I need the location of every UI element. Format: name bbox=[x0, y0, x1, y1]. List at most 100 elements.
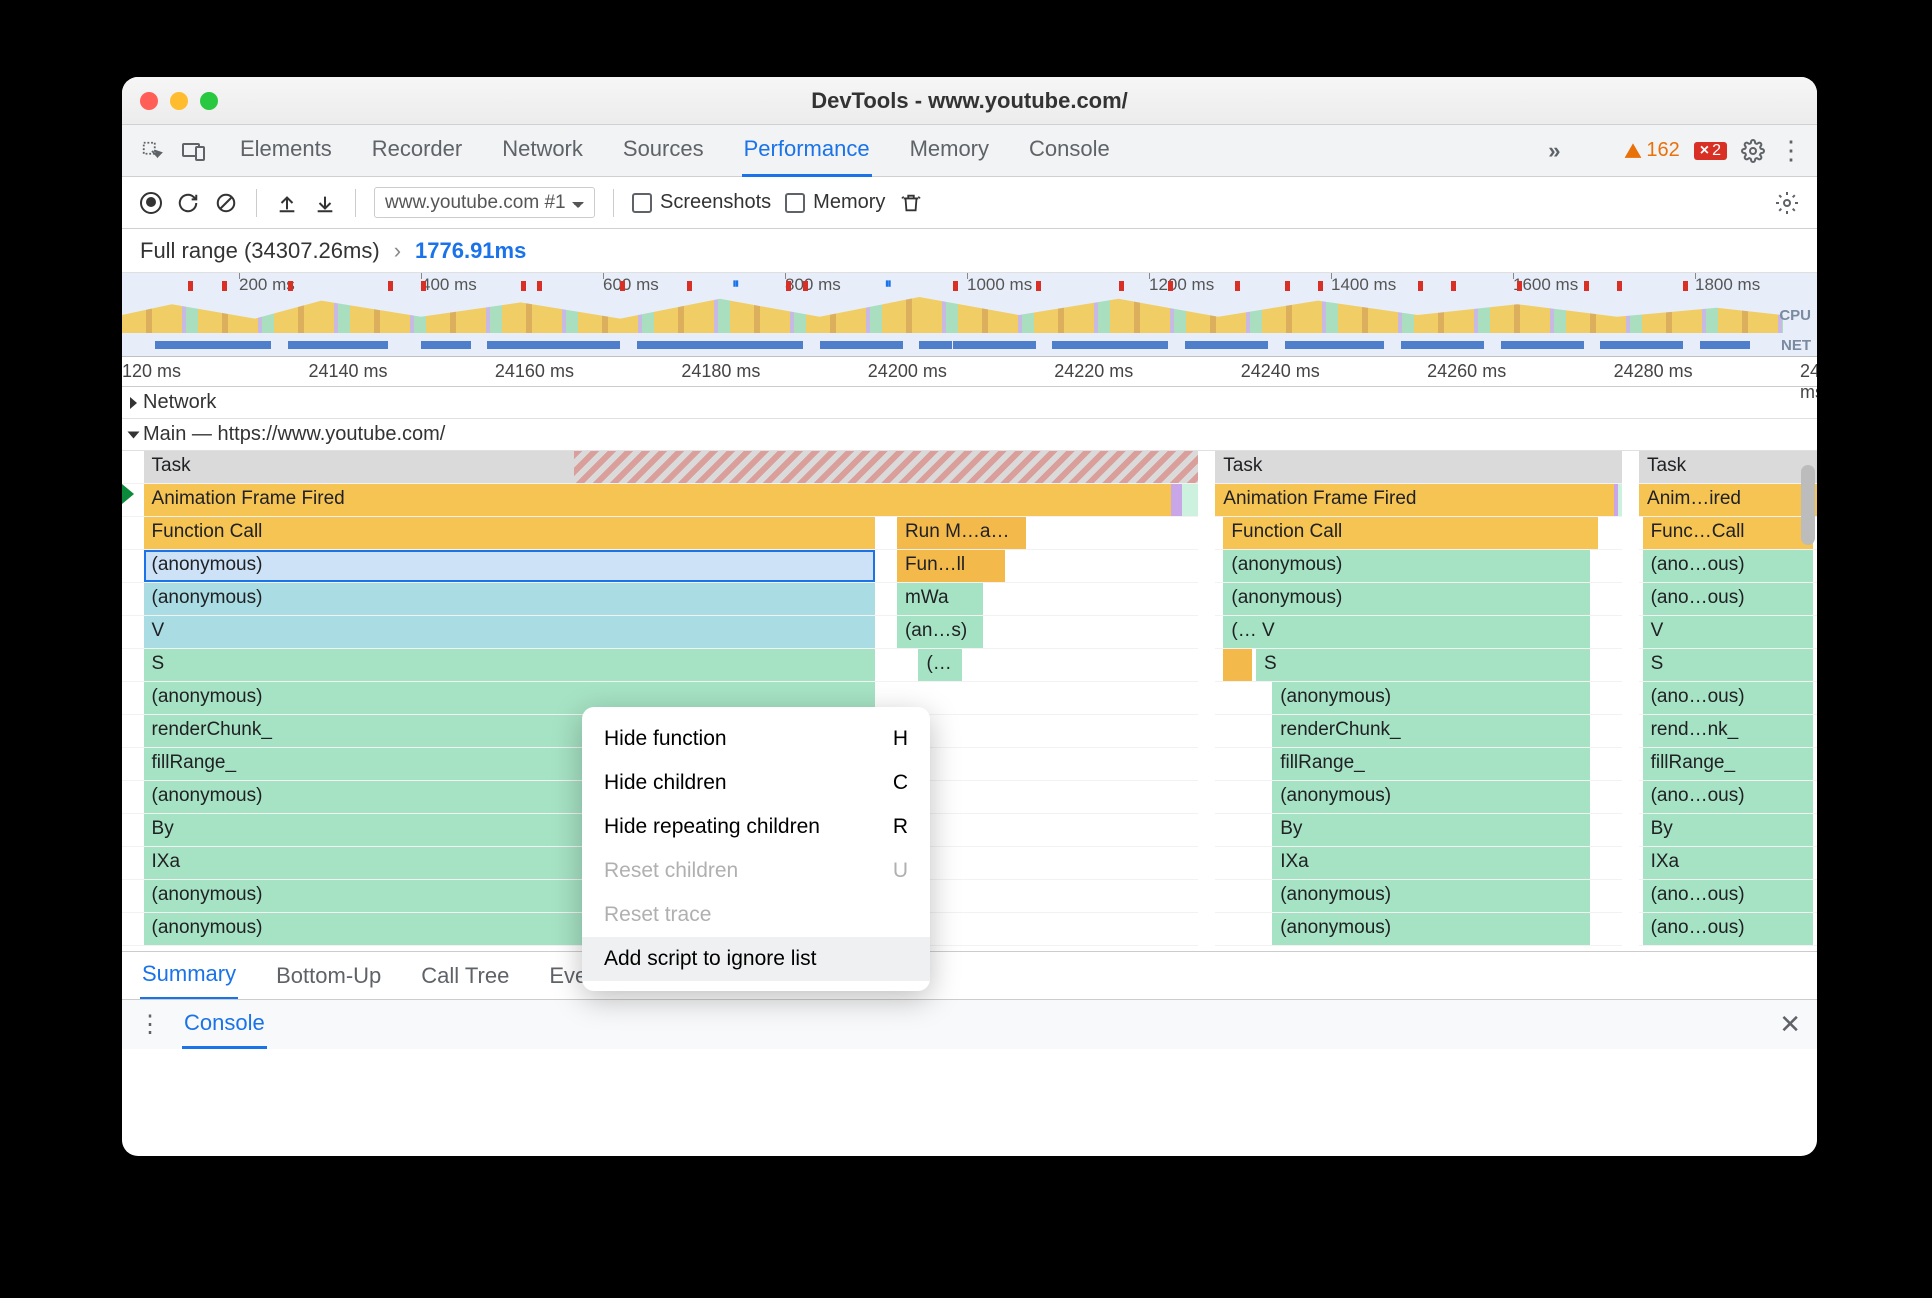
flame-bar[interactable]: Fun…ll bbox=[897, 550, 1005, 582]
flame-bar[interactable]: S bbox=[1256, 649, 1590, 681]
recording-selector[interactable]: www.youtube.com #1 bbox=[374, 187, 595, 218]
collect-garbage-icon[interactable] bbox=[899, 191, 923, 215]
flame-bar[interactable]: S bbox=[144, 649, 876, 681]
flame-bar[interactable]: Run M…asks bbox=[897, 517, 1026, 549]
main-tab-memory[interactable]: Memory bbox=[908, 124, 991, 177]
kebab-menu-icon[interactable]: ⋮ bbox=[1779, 139, 1803, 163]
flame-bar[interactable]: (ano…ous) bbox=[1643, 781, 1814, 813]
flame-bar[interactable]: IXa bbox=[1272, 847, 1589, 879]
flame-bar[interactable]: (an…s) bbox=[897, 616, 983, 648]
device-toolbar-icon[interactable] bbox=[182, 139, 206, 163]
flame-bar[interactable]: Task bbox=[1215, 451, 1622, 483]
drawer-kebab-icon[interactable]: ⋮ bbox=[138, 1013, 162, 1037]
main-tab-console[interactable]: Console bbox=[1027, 124, 1112, 177]
flame-bar[interactable] bbox=[574, 451, 1198, 483]
network-lane-header[interactable]: Network bbox=[122, 387, 1817, 419]
flame-bar[interactable]: Animation Frame Fired bbox=[1215, 484, 1614, 516]
warnings-count[interactable]: 162 bbox=[1624, 139, 1679, 162]
flame-bar[interactable]: V bbox=[144, 616, 876, 648]
breadcrumb-selected-range[interactable]: 1776.91ms bbox=[415, 238, 526, 264]
flame-bar[interactable]: (anonymous) bbox=[1272, 781, 1589, 813]
settings-gear-icon[interactable] bbox=[1741, 139, 1765, 163]
main-tab-network[interactable]: Network bbox=[500, 124, 585, 177]
flame-bar[interactable]: (ano…ous) bbox=[1643, 913, 1814, 945]
flame-bar[interactable]: (anonymous) bbox=[1223, 583, 1589, 615]
detail-ruler-tick: 24140 ms bbox=[308, 361, 387, 382]
range-breadcrumb: Full range (34307.26ms) › 1776.91ms bbox=[122, 229, 1817, 273]
flame-bar[interactable] bbox=[1618, 484, 1622, 516]
detail-ruler-tick: 24300 ms bbox=[1800, 361, 1817, 403]
close-window-button[interactable] bbox=[140, 92, 158, 110]
flame-bar[interactable]: renderChunk_ bbox=[1272, 715, 1589, 747]
details-tab-summary[interactable]: Summary bbox=[140, 951, 238, 1000]
capture-settings-gear-icon[interactable] bbox=[1775, 191, 1799, 215]
context-menu-item: Reset trace bbox=[582, 893, 930, 937]
main-tab-recorder[interactable]: Recorder bbox=[370, 124, 464, 177]
detail-ruler-tick: 24220 ms bbox=[1054, 361, 1133, 382]
timeline-overview[interactable]: 200 ms400 ms600 ms800 ms1000 ms1200 ms14… bbox=[122, 273, 1817, 357]
flame-bar[interactable]: Func…Call bbox=[1643, 517, 1814, 549]
flame-bar[interactable]: Task bbox=[1639, 451, 1817, 483]
flame-bar[interactable]: By bbox=[1272, 814, 1589, 846]
devtools-window: DevTools - www.youtube.com/ ElementsReco… bbox=[122, 77, 1817, 1156]
flame-bar[interactable]: (… V bbox=[1223, 616, 1589, 648]
flame-bar[interactable]: (ano…ous) bbox=[1643, 880, 1814, 912]
flame-bar[interactable] bbox=[1182, 484, 1198, 516]
flame-bar[interactable]: Anim…ired bbox=[1639, 484, 1817, 516]
flame-bar[interactable]: (anonymous) bbox=[1272, 880, 1589, 912]
net-lane-label: NET bbox=[1781, 337, 1811, 354]
flame-bar[interactable]: (anonymous) bbox=[144, 583, 876, 615]
errors-count[interactable]: × 2 bbox=[1694, 142, 1727, 160]
flame-bar[interactable]: (ano…ous) bbox=[1643, 682, 1814, 714]
details-tab-call-tree[interactable]: Call Tree bbox=[419, 953, 511, 999]
context-menu-item[interactable]: Add script to ignore list bbox=[582, 937, 930, 981]
flame-bar[interactable]: fillRange_ bbox=[1272, 748, 1589, 780]
flame-bar[interactable]: (anonymous) bbox=[1272, 913, 1589, 945]
flame-bar[interactable]: fillRange_ bbox=[1643, 748, 1814, 780]
close-drawer-icon[interactable]: ✕ bbox=[1779, 1009, 1801, 1040]
main-tab-performance[interactable]: Performance bbox=[742, 124, 872, 177]
flame-bar[interactable]: Function Call bbox=[144, 517, 876, 549]
flame-bar[interactable]: (ano…ous) bbox=[1643, 583, 1814, 615]
vertical-scrollbar[interactable] bbox=[1801, 465, 1815, 545]
memory-checkbox[interactable]: Memory bbox=[785, 191, 885, 214]
flame-bar[interactable]: (ano…ous) bbox=[1643, 550, 1814, 582]
flame-bar[interactable] bbox=[1223, 649, 1251, 681]
screenshots-checkbox[interactable]: Screenshots bbox=[632, 191, 771, 214]
flame-chart[interactable]: TaskAnimation Frame FiredFunction CallRu… bbox=[122, 451, 1817, 951]
pause-marker-icon: ⏸ bbox=[885, 275, 892, 292]
details-tab-bottom-up[interactable]: Bottom-Up bbox=[274, 953, 383, 999]
more-tabs-overflow[interactable]: » bbox=[1542, 139, 1566, 163]
flame-bar[interactable]: Animation Frame Fired bbox=[144, 484, 1177, 516]
load-profile-icon[interactable] bbox=[275, 191, 299, 215]
breadcrumb-full-range[interactable]: Full range (34307.26ms) bbox=[140, 238, 380, 264]
clear-icon[interactable] bbox=[214, 191, 238, 215]
flame-bar[interactable]: Function Call bbox=[1223, 517, 1597, 549]
console-drawer-tab[interactable]: Console bbox=[182, 1000, 267, 1049]
flame-bar[interactable]: (anonymous) bbox=[1223, 550, 1589, 582]
flame-bar[interactable]: (anonymous) bbox=[1272, 682, 1589, 714]
maximize-window-button[interactable] bbox=[200, 92, 218, 110]
minimize-window-button[interactable] bbox=[170, 92, 188, 110]
context-menu-item[interactable]: Hide functionH bbox=[582, 717, 930, 761]
flame-bar[interactable]: Task bbox=[144, 451, 575, 483]
flame-bar[interactable]: IXa bbox=[1643, 847, 1814, 879]
record-button[interactable] bbox=[140, 192, 162, 214]
inspect-element-icon[interactable] bbox=[140, 139, 164, 163]
flame-bar[interactable]: (anonymous) bbox=[144, 550, 876, 582]
main-tab-sources[interactable]: Sources bbox=[621, 124, 706, 177]
main-thread-lane-header[interactable]: Main — https://www.youtube.com/ bbox=[122, 419, 1817, 451]
screenshots-label: Screenshots bbox=[660, 191, 771, 214]
detail-time-ruler[interactable]: 120 ms24140 ms24160 ms24180 ms24200 ms24… bbox=[122, 357, 1817, 387]
flame-bar[interactable]: (… bbox=[918, 649, 961, 681]
flame-bar[interactable]: V bbox=[1643, 616, 1814, 648]
context-menu-item[interactable]: Hide repeating childrenR bbox=[582, 805, 930, 849]
flame-bar[interactable]: By bbox=[1643, 814, 1814, 846]
reload-record-icon[interactable] bbox=[176, 191, 200, 215]
flame-bar[interactable]: S bbox=[1643, 649, 1814, 681]
flame-bar[interactable]: mWa bbox=[897, 583, 983, 615]
context-menu-item[interactable]: Hide childrenC bbox=[582, 761, 930, 805]
flame-bar[interactable]: rend…nk_ bbox=[1643, 715, 1814, 747]
save-profile-icon[interactable] bbox=[313, 191, 337, 215]
main-tab-elements[interactable]: Elements bbox=[238, 124, 334, 177]
